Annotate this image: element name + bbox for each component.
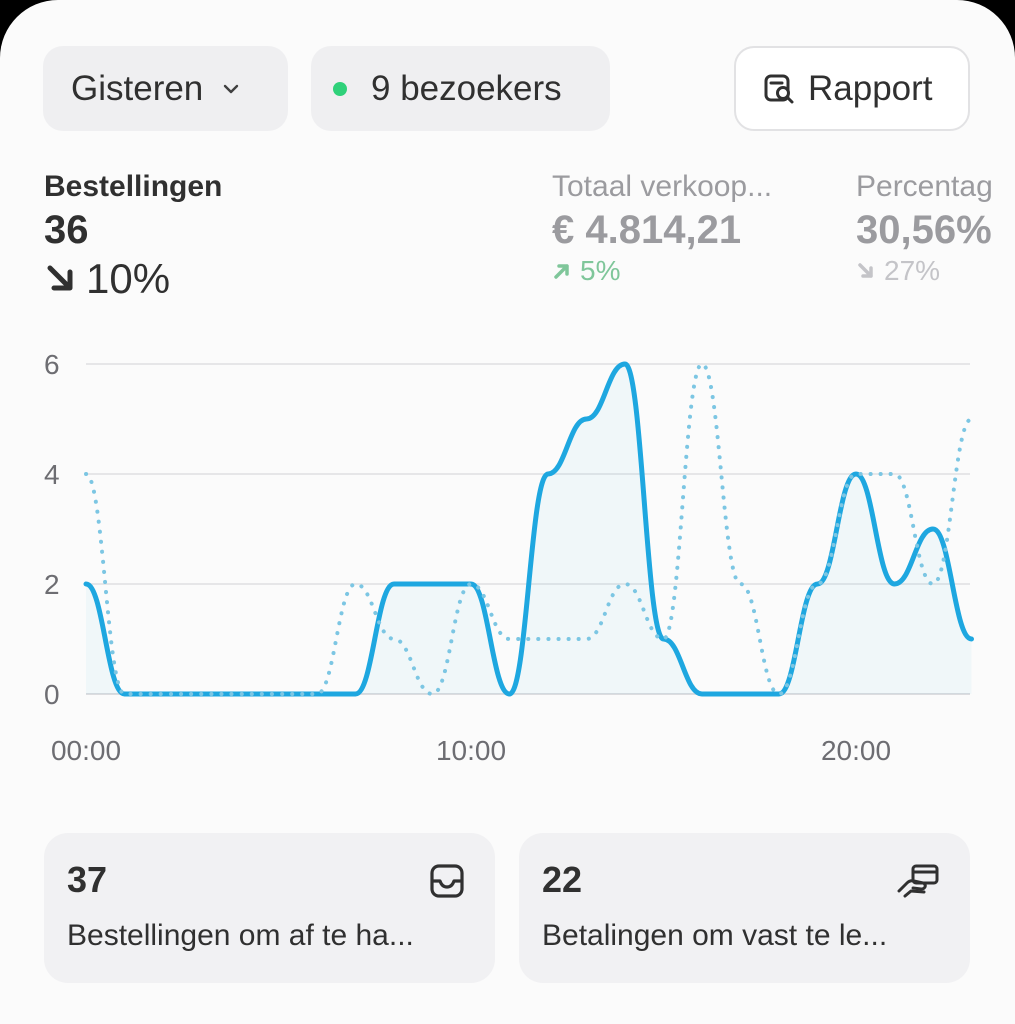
y-tick-label: 4 xyxy=(44,459,60,490)
metric-label: Bestellingen xyxy=(44,170,223,203)
metric-label: Percentag xyxy=(856,170,993,203)
metric-change: 27% xyxy=(856,255,993,287)
metric-change-value: 10% xyxy=(86,255,171,302)
card-label: Bestellingen om af te ha... xyxy=(67,919,414,952)
date-filter-label: Gisteren xyxy=(71,68,204,108)
inbox-icon xyxy=(430,864,464,898)
x-tick-label: 00:00 xyxy=(51,735,121,766)
chevron-down-icon xyxy=(224,84,239,93)
payments-to-capture-card[interactable]: 22 Betalingen om vast te le... xyxy=(519,833,970,983)
hand-card-icon xyxy=(897,864,939,898)
card-value: 37 xyxy=(67,859,108,900)
metric-value: 30,56% xyxy=(856,208,992,252)
metric-value: 36 xyxy=(44,208,89,252)
y-tick-label: 2 xyxy=(44,569,60,600)
visitors-label: 9 bezoekers xyxy=(371,68,562,108)
visitors-badge[interactable]: 9 bezoekers xyxy=(311,46,610,131)
x-tick-label: 20:00 xyxy=(821,735,891,766)
metric-label: Totaal verkoop... xyxy=(552,170,773,203)
metric-change-value: 5% xyxy=(580,255,621,286)
x-tick-label: 10:00 xyxy=(436,735,506,766)
metric-percentage[interactable]: Percentag 30,56% 27% xyxy=(856,170,993,287)
series-line-comparison xyxy=(84,362,974,696)
series-area xyxy=(86,364,972,694)
metric-change-value: 27% xyxy=(884,255,941,286)
metric-change: 10% xyxy=(44,255,222,303)
metric-value: € 4.814,21 xyxy=(552,208,742,252)
card-label: Betalingen om vast te le... xyxy=(542,919,888,952)
metric-orders[interactable]: Bestellingen 36 10% xyxy=(44,170,222,303)
y-tick-label: 6 xyxy=(44,349,60,380)
report-button[interactable]: Rapport xyxy=(734,46,970,131)
orders-to-pickup-card[interactable]: 37 Bestellingen om af te ha... xyxy=(44,833,495,983)
report-search-icon xyxy=(764,74,794,103)
live-dot-icon xyxy=(333,81,347,96)
orders-line-chart: 0 2 4 6 00:00 10:00 20:00 xyxy=(44,349,974,766)
report-button-label: Rapport xyxy=(808,68,933,108)
date-filter-dropdown[interactable]: Gisteren xyxy=(43,46,288,131)
metric-total-sales[interactable]: Totaal verkoop... € 4.814,21 5% xyxy=(552,170,814,287)
arrow-down-right-icon xyxy=(47,265,73,291)
metric-change: 5% xyxy=(552,255,814,287)
arrow-up-right-icon xyxy=(554,264,569,279)
y-tick-label: 0 xyxy=(44,679,60,710)
arrow-down-right-icon xyxy=(858,263,873,278)
card-value: 22 xyxy=(542,859,583,900)
